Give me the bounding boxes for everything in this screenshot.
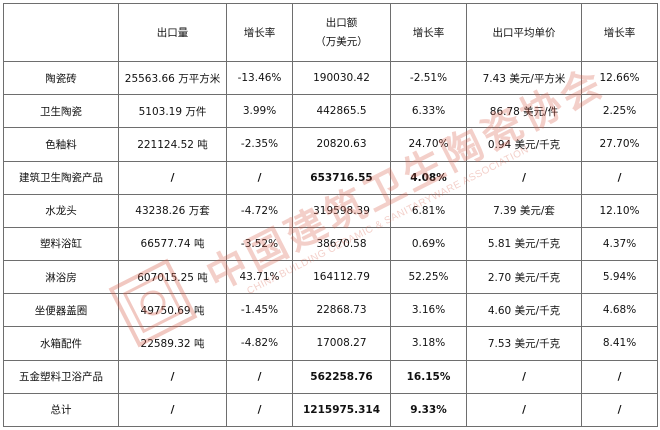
header-cell: 增长率 bbox=[581, 3, 658, 62]
table-cell: 17008.27 bbox=[292, 326, 391, 361]
row-label-cell: 水龙头 bbox=[3, 193, 119, 228]
table-cell: 221124.52 吨 bbox=[118, 127, 227, 162]
table-cell: / bbox=[466, 359, 582, 394]
header-cell: 增长率 bbox=[390, 3, 467, 62]
table-cell: 607015.25 吨 bbox=[118, 260, 227, 295]
table-row: 陶瓷砖 25563.66 万平方米 -13.46% 190030.42 -2.51% 7.… bbox=[3, 60, 658, 96]
table-cell: 22589.32 吨 bbox=[118, 326, 227, 361]
header-line: 出口额 bbox=[325, 16, 358, 29]
table-cell: 43.71% bbox=[226, 260, 293, 295]
row-label-cell: 淋浴房 bbox=[3, 260, 119, 295]
row-label-cell: 色釉料 bbox=[3, 127, 119, 162]
table-cell: / bbox=[226, 359, 293, 394]
table-cell: 3.99% bbox=[226, 94, 293, 129]
table-cell: -3.52% bbox=[226, 226, 293, 262]
table-cell: -2.51% bbox=[390, 60, 467, 96]
export-stats-table: 出口量 增长率 出口额 （万美元） 增长率 出口平均单价 增长率 陶瓷砖 2556… bbox=[3, 3, 658, 428]
table-cell: 27.70% bbox=[581, 127, 658, 162]
table-cell: 25563.66 万平方米 bbox=[118, 60, 227, 96]
row-label-cell: 坐便器盖圈 bbox=[3, 293, 119, 328]
table-cell: 3.18% bbox=[390, 326, 467, 361]
table-cell: 8.41% bbox=[581, 326, 658, 361]
table-cell: / bbox=[581, 359, 658, 394]
table-row: 色釉料 221124.52 吨 -2.35% 20820.63 24.70% 0.94 美… bbox=[3, 127, 658, 162]
row-label-cell: 总计 bbox=[3, 392, 119, 428]
row-label-cell: 五金塑料卫浴产品 bbox=[3, 359, 119, 394]
row-label-cell: 水箱配件 bbox=[3, 326, 119, 361]
table-cell: -1.45% bbox=[226, 293, 293, 328]
table-cell: 2.70 美元/千克 bbox=[466, 260, 582, 295]
table-cell: / bbox=[466, 392, 582, 428]
table-cell: 16.15% bbox=[390, 359, 467, 394]
table-cell: 43238.26 万套 bbox=[118, 193, 227, 228]
table-row: 塑料浴缸 66577.74 吨 -3.52% 38670.58 0.69% 5.81 美元… bbox=[3, 226, 658, 262]
table-cell: 1215975.314 bbox=[292, 392, 391, 428]
row-label-cell: 陶瓷砖 bbox=[3, 60, 119, 96]
table-cell: 38670.58 bbox=[292, 226, 391, 262]
table-header-row: 出口量 增长率 出口额 （万美元） 增长率 出口平均单价 增长率 bbox=[3, 3, 658, 62]
table-row: 淋浴房 607015.25 吨 43.71% 164112.79 52.25% 2.70 … bbox=[3, 260, 658, 295]
table-row: 总计 //1215975.314 9.33% / / bbox=[3, 392, 658, 428]
table-cell: 3.16% bbox=[390, 293, 467, 328]
table-cell: 4.60 美元/千克 bbox=[466, 293, 582, 328]
table-cell: 9.33% bbox=[390, 392, 467, 428]
table-cell: 190030.42 bbox=[292, 60, 391, 96]
table-cell: 5.81 美元/千克 bbox=[466, 226, 582, 262]
table-row: 卫生陶瓷 5103.19 万件 3.99% 442865.5 6.33% 86.78 美元… bbox=[3, 94, 658, 129]
table-cell: 442865.5 bbox=[292, 94, 391, 129]
row-label-cell: 塑料浴缸 bbox=[3, 226, 119, 262]
header-cell: 出口量 bbox=[118, 3, 227, 62]
table-row: 建筑卫生陶瓷产品 //653716.55 4.08% / / bbox=[3, 160, 658, 195]
table-cell: / bbox=[581, 160, 658, 195]
table-row: 五金塑料卫浴产品 //562258.76 16.15% / / bbox=[3, 359, 658, 394]
table-cell: / bbox=[581, 392, 658, 428]
table-cell: 0.94 美元/千克 bbox=[466, 127, 582, 162]
table-cell: / bbox=[226, 392, 293, 428]
table-cell: 7.43 美元/平方米 bbox=[466, 60, 582, 96]
table-cell: 0.69% bbox=[390, 226, 467, 262]
table-cell: 5.94% bbox=[581, 260, 658, 295]
table-cell: 22868.73 bbox=[292, 293, 391, 328]
table-cell: 12.10% bbox=[581, 193, 658, 228]
header-cell: 出口额 （万美元） bbox=[292, 3, 391, 62]
table-cell: 7.53 美元/千克 bbox=[466, 326, 582, 361]
table-cell: 49750.69 吨 bbox=[118, 293, 227, 328]
table-cell: 562258.76 bbox=[292, 359, 391, 394]
table-cell: 24.70% bbox=[390, 127, 467, 162]
table-cell: / bbox=[118, 392, 227, 428]
table-cell: 7.39 美元/套 bbox=[466, 193, 582, 228]
table-cell: / bbox=[226, 160, 293, 195]
table-cell: / bbox=[118, 359, 227, 394]
table-cell: 12.66% bbox=[581, 60, 658, 96]
table-cell: 319598.39 bbox=[292, 193, 391, 228]
header-cell bbox=[3, 3, 119, 62]
table-cell: -4.72% bbox=[226, 193, 293, 228]
table-cell: -2.35% bbox=[226, 127, 293, 162]
table-row: 水龙头 43238.26 万套 -4.72% 319598.39 6.81% 7.39 美… bbox=[3, 193, 658, 228]
table-cell: -4.82% bbox=[226, 326, 293, 361]
table-cell: 86.78 美元/件 bbox=[466, 94, 582, 129]
table-cell: 6.81% bbox=[390, 193, 467, 228]
row-label-cell: 卫生陶瓷 bbox=[3, 94, 119, 129]
table-cell: 66577.74 吨 bbox=[118, 226, 227, 262]
table-cell: 5103.19 万件 bbox=[118, 94, 227, 129]
table-cell: 6.33% bbox=[390, 94, 467, 129]
header-line: （万美元） bbox=[315, 35, 368, 48]
table-cell: 52.25% bbox=[390, 260, 467, 295]
table-cell: 4.37% bbox=[581, 226, 658, 262]
table-cell: 4.08% bbox=[390, 160, 467, 195]
table-cell: / bbox=[466, 160, 582, 195]
table-cell: / bbox=[118, 160, 227, 195]
table-cell: -13.46% bbox=[226, 60, 293, 96]
table-row: 坐便器盖圈 49750.69 吨 -1.45% 22868.73 3.16% 4.60 美… bbox=[3, 293, 658, 328]
table-cell: 20820.63 bbox=[292, 127, 391, 162]
table-cell: 4.68% bbox=[581, 293, 658, 328]
row-label-cell: 建筑卫生陶瓷产品 bbox=[3, 160, 119, 195]
table-cell: 2.25% bbox=[581, 94, 658, 129]
table-cell: 164112.79 bbox=[292, 260, 391, 295]
table-row: 水箱配件 22589.32 吨 -4.82% 17008.27 3.18% 7.53 美元… bbox=[3, 326, 658, 361]
header-cell: 增长率 bbox=[226, 3, 293, 62]
header-cell: 出口平均单价 bbox=[466, 3, 582, 62]
table-cell: 653716.55 bbox=[292, 160, 391, 195]
